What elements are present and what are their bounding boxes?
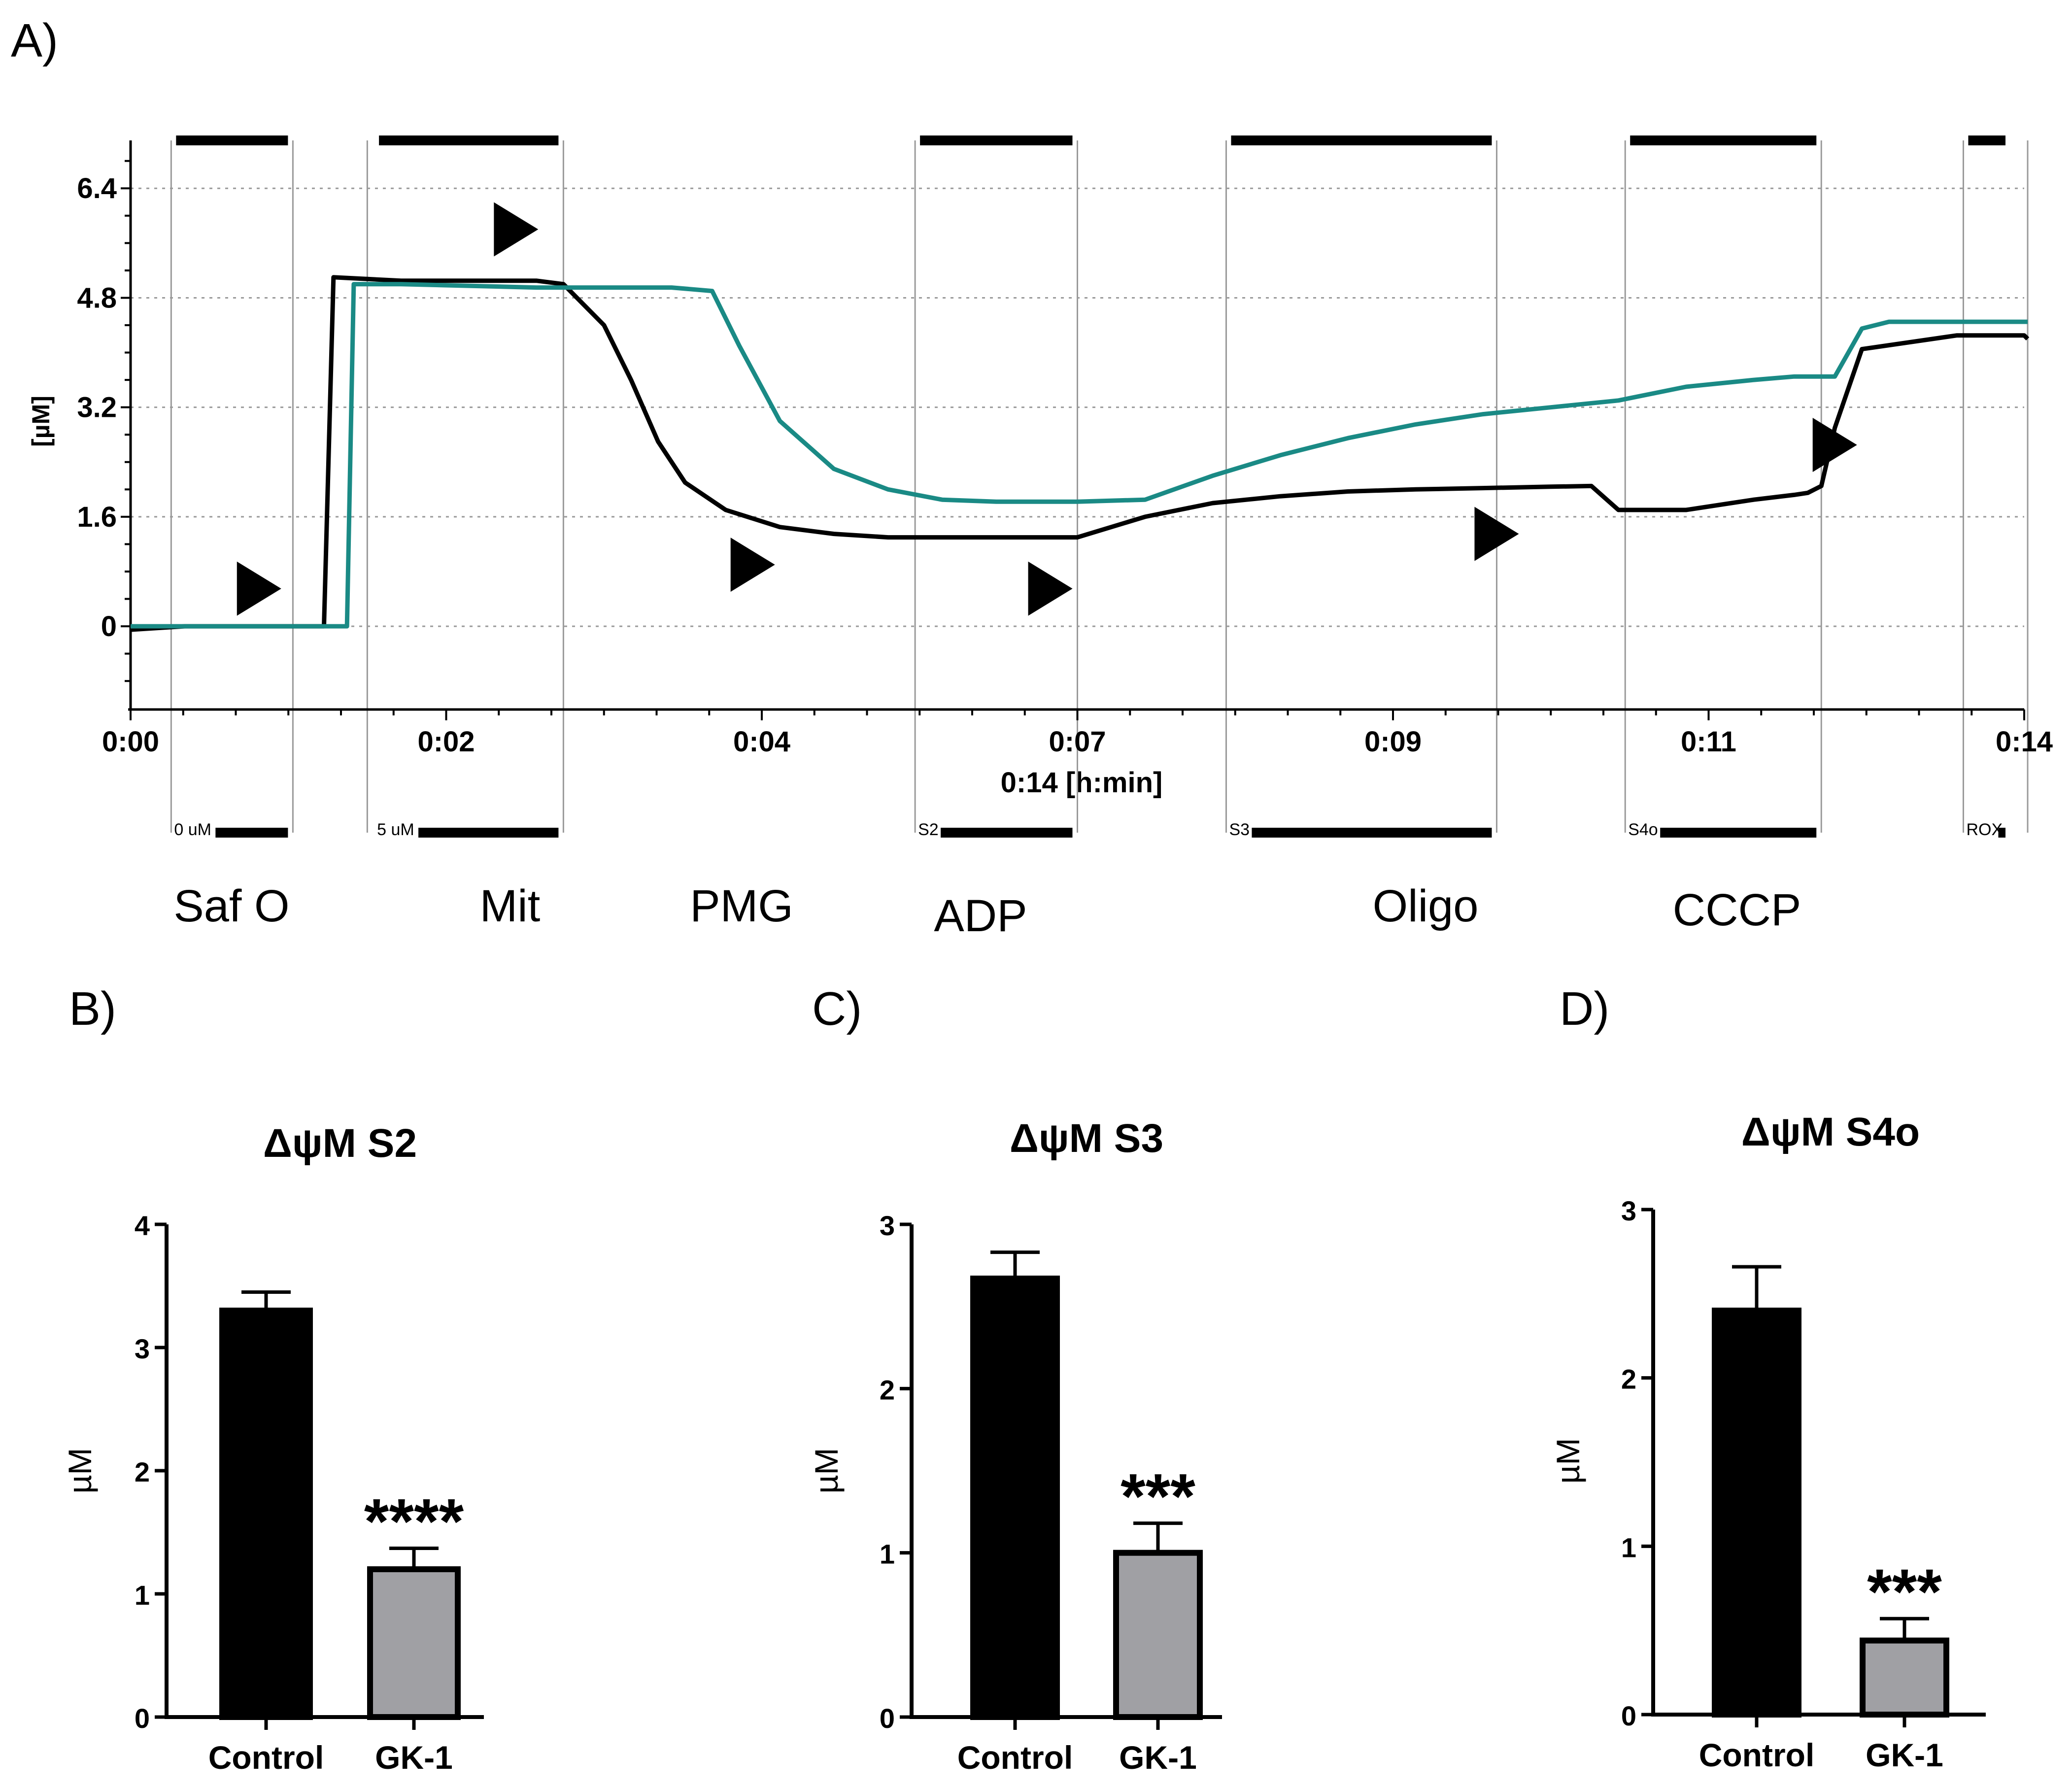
bar-category-label-gk-1: GK-1 <box>1866 1737 1943 1773</box>
arrowhead-4 <box>1474 506 1519 561</box>
bar-chart-s4o: ΔψM S4o µM 0 1 2 3 Control GK-1 *** <box>1550 1110 1986 1773</box>
bar-category-label-control: Control <box>208 1739 324 1776</box>
trace-x-tick-label-3: 0:07 <box>1049 726 1106 758</box>
trace-x-label: 0:14 [h:min] <box>1001 767 1163 799</box>
trace-y-tick-label-2: 3.2 <box>77 392 117 424</box>
bar-y-tick-label-4: 4 <box>135 1210 150 1241</box>
event-bar-bottom-1 <box>418 828 559 838</box>
event-bar-top-1 <box>379 135 559 145</box>
event-bar-bottom-5 <box>1998 828 2005 838</box>
significance-marker: *** <box>1121 1460 1195 1532</box>
bar-y-tick-label-1: 1 <box>880 1539 895 1570</box>
event-label-3: S3 <box>1229 820 1250 839</box>
bar-gk-1 <box>1113 1550 1203 1721</box>
event-label-5: ROX <box>1966 820 2003 839</box>
bar-y-tick-label-2: 2 <box>135 1456 150 1487</box>
bar-y-tick-label-3: 3 <box>135 1333 150 1364</box>
reagent-label-mit: Mit <box>480 881 541 931</box>
bar-chart-s4o-title: ΔψM S4o <box>1741 1110 1920 1154</box>
event-bar-top-2 <box>920 135 1073 145</box>
arrowhead-5 <box>1812 418 1857 472</box>
bar-y-tick-label-0: 0 <box>1621 1700 1636 1731</box>
arrowhead-3 <box>1028 561 1073 616</box>
trace-x-tick-label-5: 0:11 <box>1681 726 1736 758</box>
bar-chart-s2: ΔψM S2 µM 0 1 2 3 4 Control GK-1 **** <box>62 1121 484 1776</box>
event-bar-top-4 <box>1630 135 1817 145</box>
event-bar-bottom-3 <box>1252 828 1492 838</box>
trace-series-gk-1 <box>131 282 2028 629</box>
bar-category-label-gk-1: GK-1 <box>375 1739 453 1776</box>
bar-chart-s2-y-label: µM <box>62 1448 98 1493</box>
arrowhead-0 <box>237 561 281 616</box>
bar-y-tick-label-1: 1 <box>1621 1532 1636 1563</box>
panel-label-b: B) <box>69 982 116 1035</box>
event-label-0: 0 uM <box>174 820 211 839</box>
bar-y-tick-label-3: 3 <box>1621 1195 1636 1226</box>
panel-label-d: D) <box>1560 982 1609 1035</box>
arrowhead-2 <box>730 538 775 592</box>
reagent-label-saf-o: Saf O <box>173 881 289 931</box>
reagent-label-cccp: CCCP <box>1673 885 1801 935</box>
significance-marker: *** <box>1867 1555 1942 1627</box>
trace-y-tick-label-3: 4.8 <box>77 282 117 314</box>
bar-y-tick-label-2: 2 <box>880 1374 895 1405</box>
bar-y-tick-label-2: 2 <box>1621 1364 1636 1395</box>
reagent-label-adp: ADP <box>934 891 1027 941</box>
bar-chart-s3: ΔψM S3 µM 0 1 2 3 Control GK-1 *** <box>808 1116 1222 1776</box>
bar-control <box>970 1276 1060 1720</box>
bar-category-label-control: Control <box>1699 1737 1815 1773</box>
trace-chart: [µM] 0:14 [h:min] 0 uM 5 uM S2 S3 S4o ROX 0 1.… <box>27 135 2053 941</box>
bar-control <box>1712 1308 1801 1718</box>
event-bar-top-0 <box>176 135 288 145</box>
bar-control <box>219 1308 313 1720</box>
bar-category-label-control: Control <box>957 1739 1073 1776</box>
arrowhead-1 <box>494 202 539 257</box>
trace-y-tick-label-0: 0 <box>101 610 117 642</box>
bar-y-tick-label-0: 0 <box>880 1703 895 1734</box>
trace-x-tick-label-6: 0:14 <box>1996 726 2053 758</box>
event-label-4: S4o <box>1628 820 1658 839</box>
panel-label-c: C) <box>812 982 862 1035</box>
trace-y-label: [µM] <box>27 396 55 447</box>
bar-gk-1 <box>1860 1637 1949 1718</box>
event-bar-bottom-4 <box>1660 828 1817 838</box>
trace-series-control <box>130 275 2030 632</box>
bar-chart-s3-y-label: µM <box>808 1448 845 1493</box>
bar-y-tick-label-3: 3 <box>880 1210 895 1241</box>
trace-x-tick-label-1: 0:02 <box>417 726 475 758</box>
trace-x-tick-label-2: 0:04 <box>733 726 790 758</box>
bar-chart-s4o-y-label: µM <box>1550 1438 1586 1484</box>
trace-x-tick-label-0: 0:00 <box>102 726 159 758</box>
event-label-2: S2 <box>918 820 939 839</box>
bar-y-tick-label-0: 0 <box>135 1703 150 1734</box>
bar-chart-s2-title: ΔψM S2 <box>263 1121 417 1166</box>
significance-marker: **** <box>364 1485 464 1557</box>
reagent-label-oligo: Oligo <box>1373 881 1479 931</box>
panel-label-a: A) <box>11 14 58 67</box>
bar-chart-s3-title: ΔψM S3 <box>1010 1116 1163 1161</box>
event-bar-top-3 <box>1231 135 1492 145</box>
event-bar-bottom-2 <box>941 828 1073 838</box>
bar-gk-1 <box>367 1566 461 1720</box>
reagent-label-pmg: PMG <box>690 881 793 931</box>
event-bar-bottom-0 <box>215 828 288 838</box>
bar-category-label-gk-1: GK-1 <box>1119 1739 1197 1776</box>
trace-y-tick-label-1: 1.6 <box>77 501 117 533</box>
event-bar-top-5 <box>1968 135 2005 145</box>
trace-y-tick-label-4: 6.4 <box>77 172 117 204</box>
event-label-1: 5 uM <box>377 820 414 839</box>
trace-x-tick-label-4: 0:09 <box>1364 726 1422 758</box>
bar-y-tick-label-1: 1 <box>135 1580 150 1611</box>
